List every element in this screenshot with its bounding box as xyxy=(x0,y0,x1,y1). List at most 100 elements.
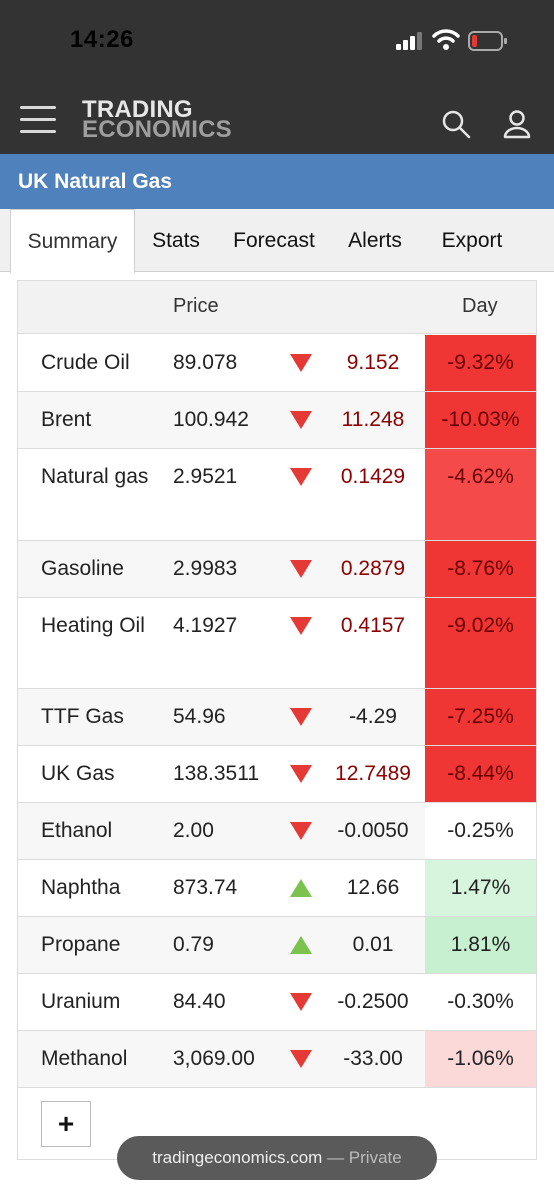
commodity-name[interactable]: TTF Gas xyxy=(41,705,124,728)
day-percent: -9.02% xyxy=(447,614,514,637)
commodity-price: 54.96 xyxy=(173,705,226,728)
private-mode-label: — Private xyxy=(327,1148,402,1167)
change-value: 11.248 xyxy=(341,408,405,431)
change-value: 9.152 xyxy=(346,351,400,374)
day-percent-cell: -4.62% xyxy=(425,449,536,540)
table-row[interactable]: Heating Oil 4.1927 0.4157 -9.02% xyxy=(18,598,536,689)
day-percent-cell: -7.25% xyxy=(425,689,536,745)
change-value: -0.0050 xyxy=(337,819,409,842)
day-percent-cell: -8.44% xyxy=(425,746,536,802)
commodity-name[interactable]: Methanol xyxy=(41,1047,128,1070)
commodity-price: 100.942 xyxy=(173,408,249,431)
up-arrow-icon xyxy=(290,879,312,897)
tab-summary[interactable]: Summary xyxy=(10,209,135,273)
table-row[interactable]: Gasoline 2.9983 0.2879 -8.76% xyxy=(18,541,536,598)
commodity-name[interactable]: Propane xyxy=(41,933,121,956)
down-arrow-icon xyxy=(290,468,312,486)
table-row[interactable]: Crude Oil 89.078 9.152 -9.32% xyxy=(18,335,536,392)
change-value: -0.2500 xyxy=(337,990,409,1013)
commodity-price: 3,069.00 xyxy=(173,1047,255,1070)
day-percent-cell: -9.02% xyxy=(425,598,536,688)
down-arrow-icon xyxy=(290,560,312,578)
down-arrow-icon xyxy=(290,411,312,429)
table-header xyxy=(18,281,536,334)
table-row[interactable]: Natural gas 2.9521 0.1429 -4.62% xyxy=(18,449,536,541)
commodity-name[interactable]: UK Gas xyxy=(41,762,115,785)
day-percent: -8.76% xyxy=(447,557,514,580)
commodity-price: 873.74 xyxy=(173,876,238,899)
logo-line-2: ECONOMICS xyxy=(82,116,232,143)
commodity-name[interactable]: Naphtha xyxy=(41,876,121,899)
commodity-name[interactable]: Gasoline xyxy=(41,557,124,580)
tab-forecast[interactable]: Forecast xyxy=(233,229,315,252)
day-percent-cell: -8.76% xyxy=(425,541,536,597)
battery-low-icon xyxy=(468,31,507,51)
cellular-signal-icon xyxy=(396,32,422,50)
wifi-icon xyxy=(432,29,460,50)
day-percent-cell: -0.30% xyxy=(425,974,536,1030)
commodity-name[interactable]: Ethanol xyxy=(41,819,113,842)
day-percent-cell: 1.47% xyxy=(425,860,536,916)
hamburger-menu-icon[interactable] xyxy=(20,106,56,136)
day-percent: -1.06% xyxy=(447,1047,514,1070)
price-column-header: Price xyxy=(173,295,219,317)
commodity-name[interactable]: Heating Oil xyxy=(41,614,145,637)
day-percent: -0.25% xyxy=(447,819,514,842)
down-arrow-icon xyxy=(290,1050,312,1068)
day-percent: 1.81% xyxy=(450,933,511,956)
table-row[interactable]: Methanol 3,069.00 -33.00 -1.06% xyxy=(18,1031,536,1088)
day-column-header: Day xyxy=(462,295,498,317)
commodity-price: 0.79 xyxy=(173,933,214,956)
table-row[interactable]: Propane 0.79 0.01 1.81% xyxy=(18,917,536,974)
change-value: 0.01 xyxy=(352,933,394,956)
commodity-name[interactable]: Uranium xyxy=(41,990,121,1013)
day-percent: -10.03% xyxy=(441,408,520,431)
table-row[interactable]: Ethanol 2.00 -0.0050 -0.25% xyxy=(18,803,536,860)
change-value: -33.00 xyxy=(343,1047,403,1070)
tab-stats[interactable]: Stats xyxy=(152,229,200,252)
table-row[interactable]: TTF Gas 54.96 -4.29 -7.25% xyxy=(18,689,536,746)
day-percent: -9.32% xyxy=(447,351,514,374)
tab-export[interactable]: Export xyxy=(441,229,503,252)
table-row[interactable]: Uranium 84.40 -0.2500 -0.30% xyxy=(18,974,536,1031)
day-percent-cell: 1.81% xyxy=(425,917,536,973)
change-value: -4.29 xyxy=(349,705,397,728)
day-percent: -8.44% xyxy=(447,762,514,785)
change-value: 0.1429 xyxy=(340,465,406,488)
commodity-price: 89.078 xyxy=(173,351,238,374)
url-text: tradingeconomics.com xyxy=(152,1148,323,1167)
day-percent-cell: -0.25% xyxy=(425,803,536,859)
add-row-button[interactable]: + xyxy=(41,1101,91,1147)
day-percent: -0.30% xyxy=(447,990,514,1013)
up-arrow-icon xyxy=(290,936,312,954)
commodity-price: 138.3511 xyxy=(173,762,260,785)
commodity-price: 2.9521 xyxy=(173,465,238,488)
commodity-price: 2.00 xyxy=(173,819,214,842)
commodity-name[interactable]: Crude Oil xyxy=(41,351,130,374)
commodity-name[interactable]: Brent xyxy=(41,408,92,431)
down-arrow-icon xyxy=(290,617,312,635)
commodity-price: 2.9983 xyxy=(173,557,238,580)
change-value: 12.66 xyxy=(346,876,400,899)
day-percent-cell: -10.03% xyxy=(425,392,536,448)
down-arrow-icon xyxy=(290,822,312,840)
day-percent-cell: -1.06% xyxy=(425,1031,536,1087)
user-icon[interactable] xyxy=(501,108,533,140)
title-bar xyxy=(0,154,554,209)
day-percent: -4.62% xyxy=(447,465,514,488)
tab-alerts[interactable]: Alerts xyxy=(348,229,402,252)
trading-economics-logo[interactable]: TRADING ECONOMICS xyxy=(82,96,232,143)
browser-url-pill[interactable]: tradingeconomics.com — Private xyxy=(117,1136,437,1180)
down-arrow-icon xyxy=(290,993,312,1011)
change-value: 0.4157 xyxy=(340,614,406,637)
down-arrow-icon xyxy=(290,708,312,726)
table-row[interactable]: Brent 100.942 11.248 -10.03% xyxy=(18,392,536,449)
table-row[interactable]: UK Gas 138.3511 12.7489 -8.44% xyxy=(18,746,536,803)
search-icon[interactable] xyxy=(441,109,471,139)
commodity-name[interactable]: Natural gas xyxy=(41,465,149,488)
table-row[interactable]: Naphtha 873.74 12.66 1.47% xyxy=(18,860,536,917)
logo-line-1: TRADING xyxy=(82,96,193,123)
status-bar xyxy=(0,0,554,84)
day-percent: -7.25% xyxy=(447,705,514,728)
commodity-price: 84.40 xyxy=(173,990,226,1013)
